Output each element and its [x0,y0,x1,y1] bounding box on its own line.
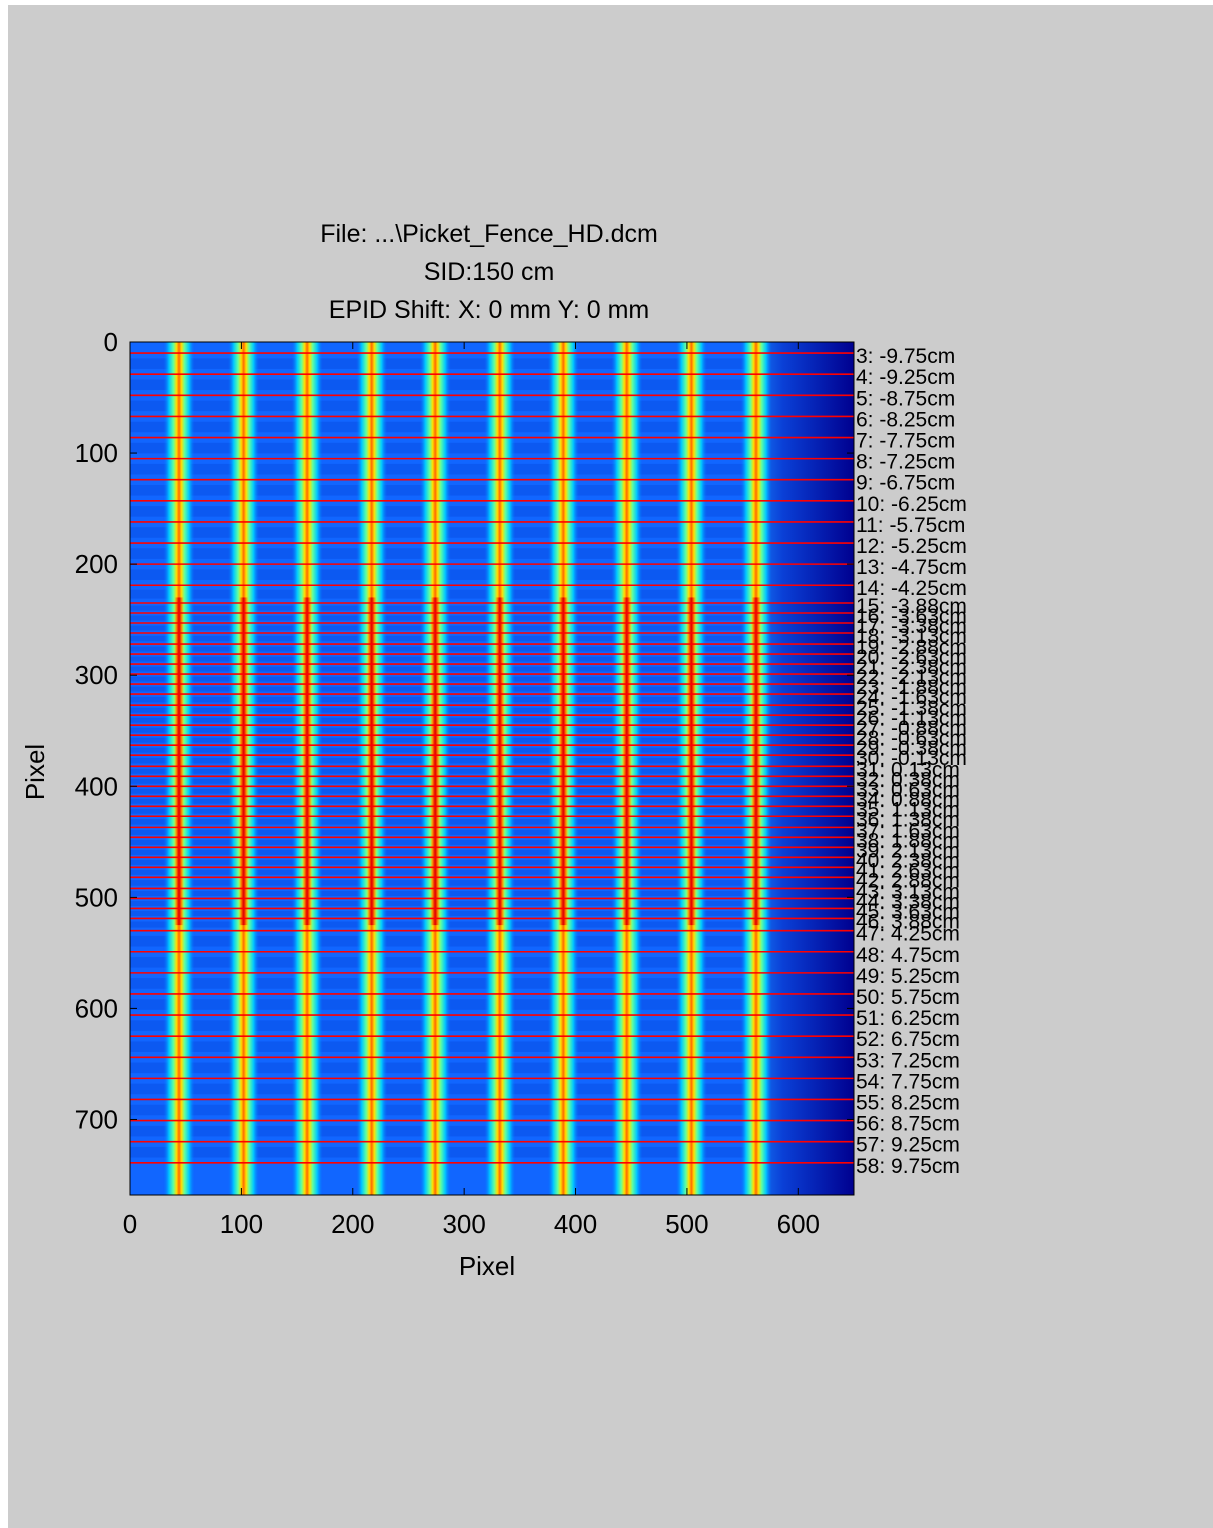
leaf-label: 28: -0.63cm [856,727,967,750]
leaf-label: 25: -1.38cm [856,697,967,720]
leaf-label: 35: 1.13cm [856,798,960,821]
leaf-label: 50: 5.75cm [856,986,960,1009]
leaf-label: 7: -7.75cm [856,430,955,453]
leaf-label: 19: -2.88cm [856,636,967,659]
leaf-label: 15: -3.88cm [856,595,967,618]
picket-columns [163,342,772,1195]
picket-core [558,597,568,926]
leaf-label: 26: -1.13cm [856,707,967,730]
y-tick-label: 500 [75,882,118,912]
leaf-label: 3: -9.75cm [856,345,955,368]
leaf-label: 21: -2.38cm [856,656,967,679]
leaf-label: 11: -5.75cm [856,514,965,537]
picket-core [686,597,696,926]
leaf-lines [130,352,854,1164]
leaf-label: 54: 7.75cm [856,1070,960,1093]
leaf-label: 6: -8.25cm [856,408,955,431]
y-tick-label: 0 [104,327,118,357]
title-file: File: ...\Picket_Fence_HD.dcm [320,220,658,248]
leaf-label: 10: -6.25cm [856,493,967,516]
leaf-label: 34: 0.88cm [856,788,960,811]
leaf-label: 4: -9.25cm [856,366,955,389]
title-sid: SID:150 cm [424,258,555,286]
picket-core [622,597,632,926]
x-tick-label: 500 [665,1209,708,1239]
y-tick-label: 100 [75,438,118,468]
picket-core [302,597,312,926]
leaf-label: 51: 6.25cm [856,1007,960,1030]
x-tick-label: 300 [442,1209,485,1239]
leaf-label: 52: 6.75cm [856,1028,960,1051]
leaf-label: 40: 2.38cm [856,849,960,872]
leaf-label: 24: -1.63cm [856,686,967,709]
leaf-label: 56: 8.75cm [856,1113,960,1136]
y-tick-label: 400 [75,771,118,801]
figure-window: File: ...\Picket_Fence_HD.dcm SID:150 cm… [8,5,1213,1528]
leaf-label: 49: 5.25cm [856,965,960,988]
leaf-label: 29: -0.38cm [856,737,967,760]
leaf-label: 44: 3.38cm [856,890,960,913]
picket-core [367,597,377,926]
picket-fence-chart: File: ...\Picket_Fence_HD.dcm SID:150 cm… [20,220,967,1281]
leaf-label: 47: 4.25cm [856,923,960,946]
leaf-label: 27: -0.88cm [856,717,967,740]
leaf-label: 46: 3.88cm [856,910,960,933]
leaf-label: 17: -3.38cm [856,615,967,638]
leaf-label: 13: -4.75cm [856,556,967,579]
y-axis: 0 100 200 300 400 500 600 700 [75,327,854,1134]
leaf-label: 9: -6.75cm [856,472,955,495]
y-axis-label: Pixel [20,744,50,800]
leaf-label: 32: 0.38cm [856,768,960,791]
leaf-label: 43: 3.13cm [856,880,960,903]
leaf-label: 36: 1.38cm [856,808,960,831]
x-axis: 0 100 200 300 400 500 600 [123,342,820,1239]
leaf-label: 57: 9.25cm [856,1134,960,1157]
leaf-label: 53: 7.25cm [856,1049,960,1072]
leaf-label: 39: 2.13cm [856,839,960,862]
leaf-label: 37: 1.63cm [856,819,960,842]
picket-core [174,597,184,926]
title-epid-shift: EPID Shift: X: 0 mm Y: 0 mm [329,296,649,324]
leaf-label: 16: -3.63cm [856,605,967,628]
leaf-label: 38: 1.88cm [856,829,960,852]
leaf-label: 55: 8.25cm [856,1091,960,1114]
picket-core [751,597,761,926]
leaf-label: 48: 4.75cm [856,944,960,967]
chart-title: File: ...\Picket_Fence_HD.dcm SID:150 cm… [320,220,658,324]
leaf-label: 45: 3.63cm [856,900,960,923]
x-tick-label: 400 [554,1209,597,1239]
y-tick-label: 600 [75,993,118,1023]
leaf-label: 14: -4.25cm [856,577,967,600]
y-tick-label: 300 [75,660,118,690]
leaf-label: 41: 2.63cm [856,859,960,882]
leaf-label: 33: 0.63cm [856,778,960,801]
leaf-label: 23: -1.88cm [856,676,967,699]
leaf-label: 22: -2.13cm [856,666,967,689]
x-tick-label: 200 [331,1209,374,1239]
leaf-label: 58: 9.75cm [856,1155,960,1178]
x-tick-label: 0 [123,1209,137,1239]
x-tick-label: 100 [220,1209,263,1239]
leaf-label: 30: -0.13cm [856,747,967,770]
plot-area [130,342,854,1195]
leaf-label: 8: -7.25cm [856,451,955,474]
leaf-label: 5: -8.75cm [856,387,955,410]
leaf-label: 42: 2.88cm [856,869,960,892]
leaf-label: 20: -2.63cm [856,646,967,669]
leaf-label: 12: -5.25cm [856,535,967,558]
y-tick-label: 700 [75,1104,118,1134]
x-tick-label: 600 [777,1209,820,1239]
plot-frame [129,341,855,1196]
picket-core [239,597,249,926]
leaf-label: 18: -3.13cm [856,625,967,648]
leaf-label: 31: 0.13cm [856,758,960,781]
y-tick-label: 200 [75,549,118,579]
picket-core [495,597,505,926]
picket-core [430,597,440,926]
x-axis-label: Pixel [459,1251,515,1281]
